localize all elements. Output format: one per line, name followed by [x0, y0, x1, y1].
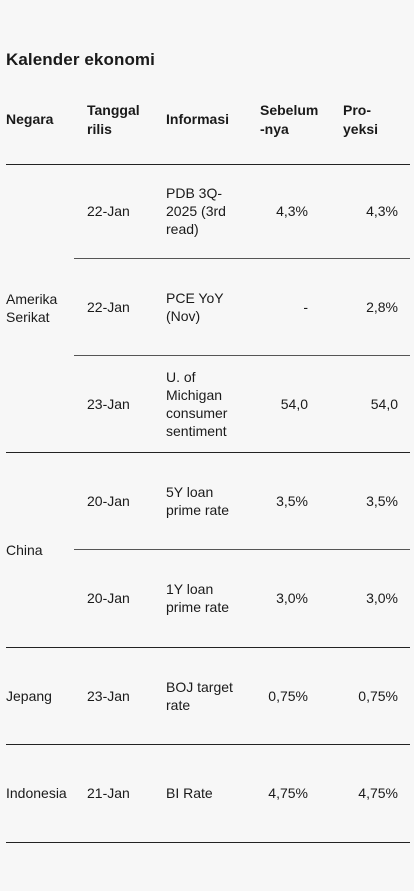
info-text: BI Rate	[166, 784, 213, 802]
country-label-line: China	[6, 541, 43, 558]
projection-value: 3,5%	[366, 492, 398, 509]
projection-value: 4,3%	[366, 203, 398, 219]
info-text-line: PCE YoY	[166, 289, 224, 306]
release-date: 20-Jan	[87, 492, 130, 509]
projection-value: 0,75%	[358, 687, 398, 704]
release-date: 20-Jan	[87, 590, 130, 606]
info-text-line: BI Rate	[166, 785, 213, 801]
header-sebelumnya: Sebelum -nya	[260, 101, 318, 139]
group-divider	[6, 452, 410, 453]
country-label: Jepang	[6, 687, 52, 705]
header-divider	[6, 164, 410, 165]
release-date: 21-Jan	[87, 785, 130, 801]
projection-value: 54,0	[370, 395, 398, 412]
row-divider	[74, 258, 410, 259]
info-text-line: sentiment	[166, 422, 227, 439]
country-label-line: Serikat	[6, 309, 50, 325]
page-title: Kalender ekonomi	[6, 50, 155, 69]
info-text-line: read)	[166, 221, 199, 237]
country-label: Amerika Serikat	[6, 290, 57, 326]
header-tanggal-line1: Tanggal	[87, 102, 140, 118]
group-divider	[6, 842, 410, 843]
info-text-line: U. of	[166, 368, 196, 385]
release-date: 22-Jan	[87, 298, 130, 315]
release-date: 22-Jan	[87, 203, 130, 219]
info-text: BOJ target rate	[166, 678, 233, 714]
previous-value: 0,75%	[268, 687, 308, 704]
country-label: Indonesia	[6, 784, 67, 802]
info-text: 5Y loan prime rate	[166, 483, 229, 519]
release-date: 23-Jan	[87, 687, 130, 704]
header-tanggal: Tanggal rilis	[87, 101, 140, 139]
projection-value: 2,8%	[366, 298, 398, 315]
country-label-line: Jepang	[6, 687, 52, 704]
projection-value: 3,0%	[366, 590, 398, 606]
previous-value: 3,0%	[276, 590, 308, 606]
header-proyeksi-line1: Pro-	[343, 102, 371, 118]
country-label-line: Indonesia	[6, 785, 67, 801]
info-text-line: prime rate	[166, 599, 230, 615]
info-text-line: 5Y loan	[166, 483, 214, 500]
header-sebelumnya-line2: -nya	[260, 121, 289, 137]
info-text: 1Y loan prime rate	[166, 580, 229, 616]
previous-value: 4,3%	[276, 203, 308, 219]
header-tanggal-line2: rilis	[87, 121, 112, 137]
country-label-line: Amerika	[6, 291, 58, 307]
header-informasi: Informasi	[166, 111, 230, 127]
info-text-line: 1Y loan	[166, 581, 214, 597]
info-text-line: consumer	[166, 404, 228, 421]
header-proyeksi: Pro- yeksi	[343, 101, 378, 139]
group-divider	[6, 744, 410, 745]
previous-value: 4,75%	[268, 785, 308, 801]
info-text-line: rate	[166, 696, 191, 713]
info-text: U. of Michigan consumer sentiment	[166, 368, 227, 440]
previous-value: -	[303, 298, 308, 315]
info-text-line: Michigan	[166, 386, 223, 403]
row-divider	[74, 355, 410, 356]
info-text-line: (Nov)	[166, 307, 201, 324]
group-divider	[6, 647, 410, 648]
header-proyeksi-line2: yeksi	[343, 121, 379, 137]
projection-value: 4,75%	[358, 785, 398, 801]
info-text: PCE YoY (Nov)	[166, 289, 224, 325]
info-text-line: BOJ target	[166, 678, 233, 695]
previous-value: 54,0	[280, 395, 308, 412]
info-text: PDB 3Q- 2025 (3rd read)	[166, 184, 226, 238]
header-negara: Negara	[6, 111, 54, 127]
info-text-line: PDB 3Q-	[166, 185, 223, 201]
release-date: 23-Jan	[87, 395, 130, 412]
info-text-line: prime rate	[166, 501, 230, 518]
row-divider	[74, 549, 410, 550]
info-text-line: 2025 (3rd	[166, 203, 226, 219]
previous-value: 3,5%	[276, 492, 308, 509]
header-sebelumnya-line1: Sebelum	[260, 102, 319, 118]
country-label: China	[6, 541, 43, 559]
